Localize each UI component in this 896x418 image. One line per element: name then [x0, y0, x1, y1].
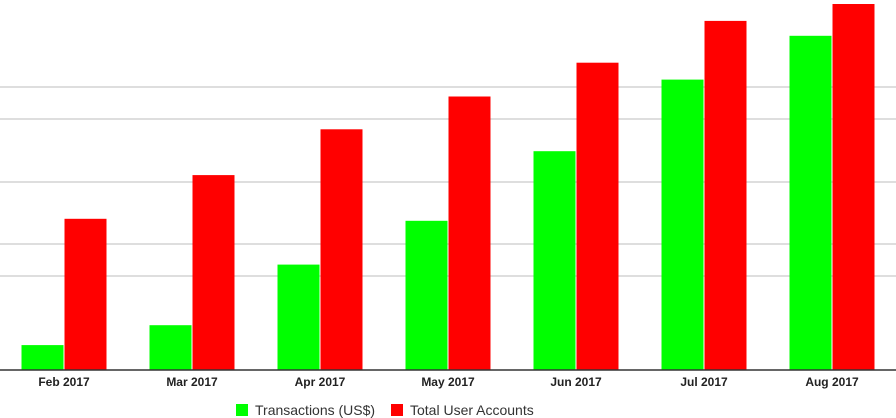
x-axis-ticks: Feb 2017 Mar 2017 Apr 2017 May 2017 Jun 2017… [38, 375, 859, 389]
x-tick-label: Feb 2017 [38, 375, 90, 389]
x-tick-label: Mar 2017 [166, 375, 218, 389]
bar-total-user-accounts-4 [576, 62, 619, 370]
bars [21, 4, 875, 371]
bar-total-user-accounts-5 [704, 20, 747, 371]
bar-total-user-accounts-0 [64, 218, 107, 370]
x-tick-label: Aug 2017 [805, 375, 859, 389]
bar-transactions-1 [149, 325, 192, 370]
gridlines [0, 86, 896, 277]
bar-transactions-0 [21, 345, 64, 370]
legend-label: Total User Accounts [410, 402, 534, 418]
legend-swatch [236, 404, 248, 416]
bar-transactions-4 [533, 151, 576, 370]
bar-transactions-2 [277, 264, 320, 370]
legend: Transactions (US$) Total User Accounts [236, 402, 534, 418]
legend-label: Transactions (US$) [255, 402, 375, 418]
bar-total-user-accounts-3 [448, 96, 491, 370]
bar-transactions-3 [405, 220, 448, 370]
x-tick-label: Jul 2017 [680, 375, 728, 389]
bar-total-user-accounts-1 [192, 175, 235, 370]
bar-transactions-6 [789, 35, 832, 371]
legend-swatch [391, 404, 403, 416]
bar-total-user-accounts-2 [320, 129, 363, 370]
x-tick-label: May 2017 [421, 375, 475, 389]
x-tick-label: Jun 2017 [550, 375, 602, 389]
bar-total-user-accounts-6 [832, 4, 875, 370]
x-tick-label: Apr 2017 [295, 375, 346, 389]
bar-transactions-5 [661, 79, 704, 370]
